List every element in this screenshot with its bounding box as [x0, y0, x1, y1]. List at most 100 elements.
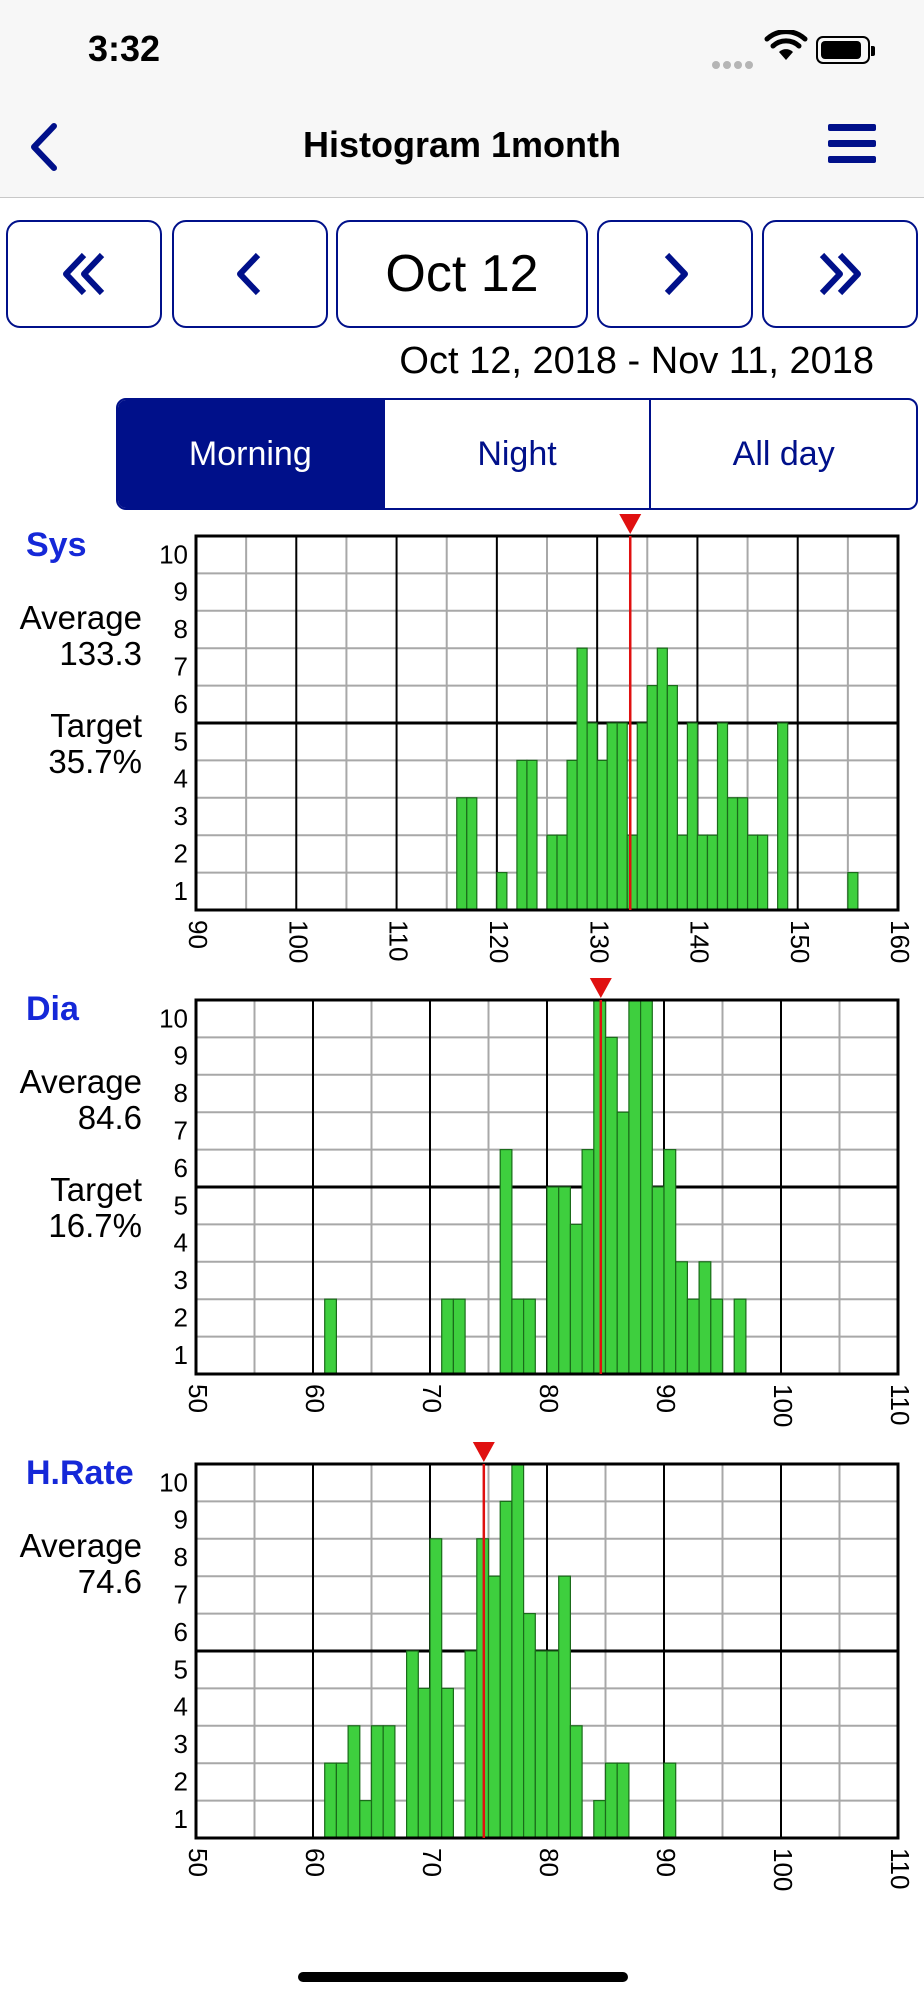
dia-average: Average 84.6: [16, 1064, 142, 1136]
sys-x-tick-label: 110: [384, 920, 414, 961]
hrate-x-tick-label: 60: [300, 1848, 330, 1877]
hrate-average-marker-icon: [472, 1442, 495, 1462]
hrate-x-tick-label: 50: [183, 1848, 213, 1877]
hrate-x-tick-label: 100: [768, 1848, 798, 1891]
sys-average-marker-icon: [619, 514, 642, 534]
hrate-y-tick-label: 8: [174, 1542, 188, 1572]
sys-y-tick-label: 10: [159, 539, 188, 569]
status-bar: 3:32: [0, 0, 924, 100]
sys-y-tick-label: 5: [174, 726, 188, 756]
sys-average: Average 133.3: [16, 600, 142, 672]
hrate-bar: [593, 1799, 607, 1839]
hrate-average-value: 74.6: [77, 1563, 142, 1600]
segment-night[interactable]: Night: [382, 400, 650, 508]
sys-x-tick-label: 160: [885, 920, 915, 963]
chevron-right-icon: [664, 252, 688, 296]
hrate-x-tick-label: 90: [651, 1848, 681, 1877]
hrate-bar: [546, 1650, 560, 1839]
hrate-bar: [487, 1575, 501, 1839]
sys-y-tick-label: 9: [174, 577, 188, 607]
double-chevron-right-icon: [819, 252, 861, 296]
dia-title: Dia: [26, 990, 79, 1028]
dia-x-tick-label: 50: [183, 1384, 213, 1413]
next-button[interactable]: [597, 220, 753, 328]
hrate-average: Average 74.6: [16, 1528, 142, 1600]
hrate-bar: [324, 1762, 338, 1839]
hrate-bar: [499, 1500, 513, 1839]
hrate-bar: [406, 1650, 419, 1839]
hrate-title: H.Rate: [26, 1454, 134, 1492]
hrate-bar: [604, 1762, 618, 1839]
date-range-label: Oct 12, 2018 - Nov 11, 2018: [399, 340, 874, 382]
hrate-bar: [522, 1612, 536, 1839]
hrate-y-tick-label: 6: [174, 1617, 188, 1647]
hrate-x-tick-label: 110: [885, 1848, 915, 1889]
sys-average-value: 133.3: [59, 635, 142, 672]
sys-target-label: Target: [50, 707, 142, 744]
sys-target: Target 35.7%: [16, 708, 142, 780]
hrate-x-tick-label: 70: [417, 1848, 447, 1877]
hrate-y-tick-label: 2: [174, 1767, 188, 1797]
jump-forward-button[interactable]: [762, 220, 918, 328]
sys-y-tick-label: 8: [174, 614, 188, 644]
hrate-bar: [417, 1687, 431, 1839]
hrate-y-tick-label: 4: [174, 1692, 188, 1722]
sys-y-tick-label: 6: [174, 689, 188, 719]
dia-y-tick-label: 1: [174, 1340, 188, 1370]
hrate-bar: [335, 1762, 349, 1839]
dia-average-value: 84.6: [77, 1099, 142, 1136]
back-chevron-icon[interactable]: [22, 122, 72, 172]
segment-morning[interactable]: Morning: [118, 400, 383, 508]
hrate-y-tick-label: 7: [174, 1580, 188, 1610]
hrate-bar: [511, 1463, 525, 1839]
hrate-bar: [382, 1725, 396, 1839]
dia-x-tick-label: 110: [885, 1384, 915, 1425]
dia-y-tick-label: 4: [174, 1228, 188, 1258]
home-indicator[interactable]: [298, 1972, 628, 1982]
hrate-y-tick-label: 1: [174, 1804, 188, 1834]
hrate-y-tick-label: 10: [159, 1467, 188, 1497]
dia-average-marker-icon: [589, 978, 612, 998]
sys-x-tick-label: 120: [484, 920, 514, 963]
menu-icon[interactable]: [828, 124, 876, 168]
hrate-bar: [359, 1799, 373, 1839]
hrate-y-tick-label: 5: [174, 1654, 188, 1684]
dia-y-tick-label: 6: [174, 1153, 188, 1183]
jump-back-button[interactable]: [6, 220, 162, 328]
sys-y-tick-label: 7: [174, 652, 188, 682]
hrate-plot-frame: [194, 1462, 900, 1840]
dia-x-tick-label: 80: [534, 1384, 564, 1413]
hrate-bar: [616, 1762, 630, 1839]
hrate-bar: [534, 1650, 548, 1839]
sys-y-tick-label: 2: [174, 839, 188, 869]
dia-plot-frame: [194, 998, 900, 1376]
hrate-average-label: Average: [19, 1527, 142, 1564]
hrate-bar: [558, 1575, 572, 1839]
dia-y-tick-label: 3: [174, 1265, 188, 1295]
dia-y-tick-label: 2: [174, 1303, 188, 1333]
segment-all-day[interactable]: All day: [649, 400, 916, 508]
dia-average-label: Average: [19, 1063, 142, 1100]
dia-x-tick-label: 60: [300, 1384, 330, 1413]
status-time: 3:32: [88, 28, 161, 69]
hrate-x-tick-label: 80: [534, 1848, 564, 1877]
battery-icon: [816, 36, 875, 64]
hrate-y-tick-label: 3: [174, 1729, 188, 1759]
hrate-bar: [464, 1650, 478, 1839]
hrate-bar: [429, 1538, 443, 1839]
cellular-signal-icon: [712, 56, 756, 69]
dia-x-tick-label: 100: [768, 1384, 798, 1427]
sys-x-tick-label: 150: [785, 920, 815, 963]
previous-button[interactable]: [172, 220, 328, 328]
dia-y-tick-label: 9: [174, 1041, 188, 1071]
dia-x-tick-label: 90: [651, 1384, 681, 1413]
dia-y-tick-label: 8: [174, 1078, 188, 1108]
sys-average-label: Average: [19, 599, 142, 636]
hrate-bar: [347, 1725, 361, 1839]
sys-x-tick-label: 90: [183, 920, 213, 949]
sys-x-tick-label: 130: [584, 920, 614, 963]
date-selector-button[interactable]: Oct 12: [336, 220, 588, 328]
hrate-bar: [441, 1687, 455, 1839]
